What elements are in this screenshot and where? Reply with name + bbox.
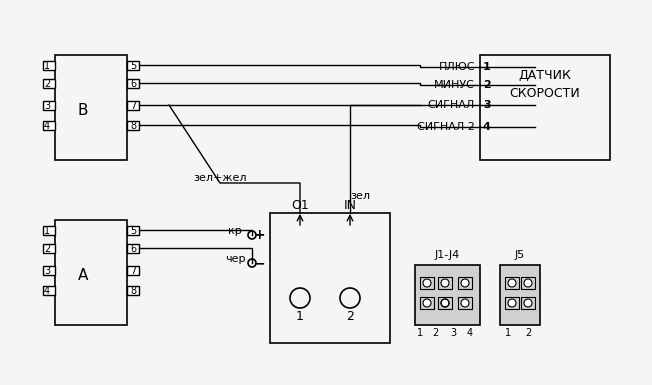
Circle shape bbox=[461, 279, 469, 287]
Bar bbox=[438, 277, 452, 289]
Text: 2: 2 bbox=[483, 80, 491, 90]
Text: A: A bbox=[78, 268, 88, 283]
Text: МИНУС: МИНУС bbox=[434, 80, 475, 90]
Text: IN: IN bbox=[344, 199, 357, 211]
Bar bbox=[43, 286, 55, 295]
Bar bbox=[43, 61, 55, 70]
Circle shape bbox=[508, 279, 516, 287]
Bar bbox=[127, 226, 139, 235]
Bar bbox=[127, 101, 139, 110]
Bar bbox=[43, 266, 55, 275]
Text: зел: зел bbox=[350, 191, 370, 201]
Bar bbox=[420, 277, 434, 289]
Circle shape bbox=[524, 299, 532, 307]
Text: СКОРОСТИ: СКОРОСТИ bbox=[510, 87, 580, 99]
Bar bbox=[420, 297, 434, 309]
Text: СИГНАЛ 2: СИГНАЛ 2 bbox=[417, 122, 475, 132]
Text: 1: 1 bbox=[296, 310, 304, 323]
Bar bbox=[127, 121, 139, 130]
Text: кр: кр bbox=[228, 226, 242, 236]
Bar bbox=[55, 55, 127, 160]
Text: чер: чер bbox=[225, 254, 245, 264]
Text: 3: 3 bbox=[483, 100, 490, 110]
Bar bbox=[43, 226, 55, 235]
Text: 6: 6 bbox=[130, 243, 136, 253]
Bar bbox=[127, 244, 139, 253]
Bar bbox=[270, 213, 390, 343]
Text: 2: 2 bbox=[432, 328, 438, 338]
Text: 3: 3 bbox=[44, 266, 50, 276]
Text: 7: 7 bbox=[130, 266, 136, 276]
Text: 8: 8 bbox=[130, 121, 136, 131]
Circle shape bbox=[423, 279, 431, 287]
Text: 1: 1 bbox=[417, 328, 423, 338]
Text: 2: 2 bbox=[44, 79, 50, 89]
Circle shape bbox=[423, 299, 431, 307]
Bar bbox=[505, 297, 519, 309]
Circle shape bbox=[461, 299, 469, 307]
Bar bbox=[43, 101, 55, 110]
Text: 1: 1 bbox=[44, 60, 50, 70]
Bar bbox=[458, 297, 472, 309]
Text: 4: 4 bbox=[483, 122, 491, 132]
Text: 7: 7 bbox=[130, 100, 136, 110]
Bar bbox=[127, 286, 139, 295]
Bar bbox=[127, 266, 139, 275]
Text: зел+жел: зел+жел bbox=[193, 173, 246, 183]
Text: 3: 3 bbox=[44, 100, 50, 110]
Text: J5: J5 bbox=[515, 250, 525, 260]
Text: 8: 8 bbox=[130, 286, 136, 296]
Bar bbox=[127, 61, 139, 70]
Text: 4: 4 bbox=[467, 328, 473, 338]
Bar bbox=[55, 220, 127, 325]
Text: 1: 1 bbox=[44, 226, 50, 236]
Bar bbox=[438, 297, 452, 309]
Bar bbox=[480, 55, 610, 160]
Text: B: B bbox=[78, 102, 88, 117]
Bar bbox=[127, 79, 139, 88]
Circle shape bbox=[441, 299, 449, 307]
Bar bbox=[415, 265, 480, 325]
Bar bbox=[43, 244, 55, 253]
Text: 5: 5 bbox=[130, 60, 136, 70]
Circle shape bbox=[441, 279, 449, 287]
Bar bbox=[43, 79, 55, 88]
Text: 5: 5 bbox=[130, 226, 136, 236]
Circle shape bbox=[508, 299, 516, 307]
Text: 1: 1 bbox=[505, 328, 511, 338]
Text: +: + bbox=[254, 228, 265, 242]
Text: 4: 4 bbox=[44, 286, 50, 296]
Bar bbox=[458, 277, 472, 289]
Bar bbox=[521, 277, 535, 289]
Text: J1-J4: J1-J4 bbox=[434, 250, 460, 260]
Bar bbox=[43, 121, 55, 130]
Text: 4: 4 bbox=[44, 121, 50, 131]
Text: −: − bbox=[254, 256, 265, 270]
Circle shape bbox=[524, 279, 532, 287]
Text: 6: 6 bbox=[130, 79, 136, 89]
Bar bbox=[505, 277, 519, 289]
Text: ПЛЮС: ПЛЮС bbox=[439, 62, 475, 72]
Text: 1: 1 bbox=[483, 62, 491, 72]
Bar bbox=[500, 265, 540, 325]
Text: ДАТЧИК: ДАТЧИК bbox=[518, 69, 571, 82]
Text: 2: 2 bbox=[525, 328, 531, 338]
Text: 2: 2 bbox=[44, 243, 50, 253]
Text: СИГНАЛ: СИГНАЛ bbox=[428, 100, 475, 110]
Text: 3: 3 bbox=[450, 328, 456, 338]
Text: 2: 2 bbox=[346, 310, 354, 323]
Bar bbox=[521, 297, 535, 309]
Text: O1: O1 bbox=[291, 199, 309, 211]
